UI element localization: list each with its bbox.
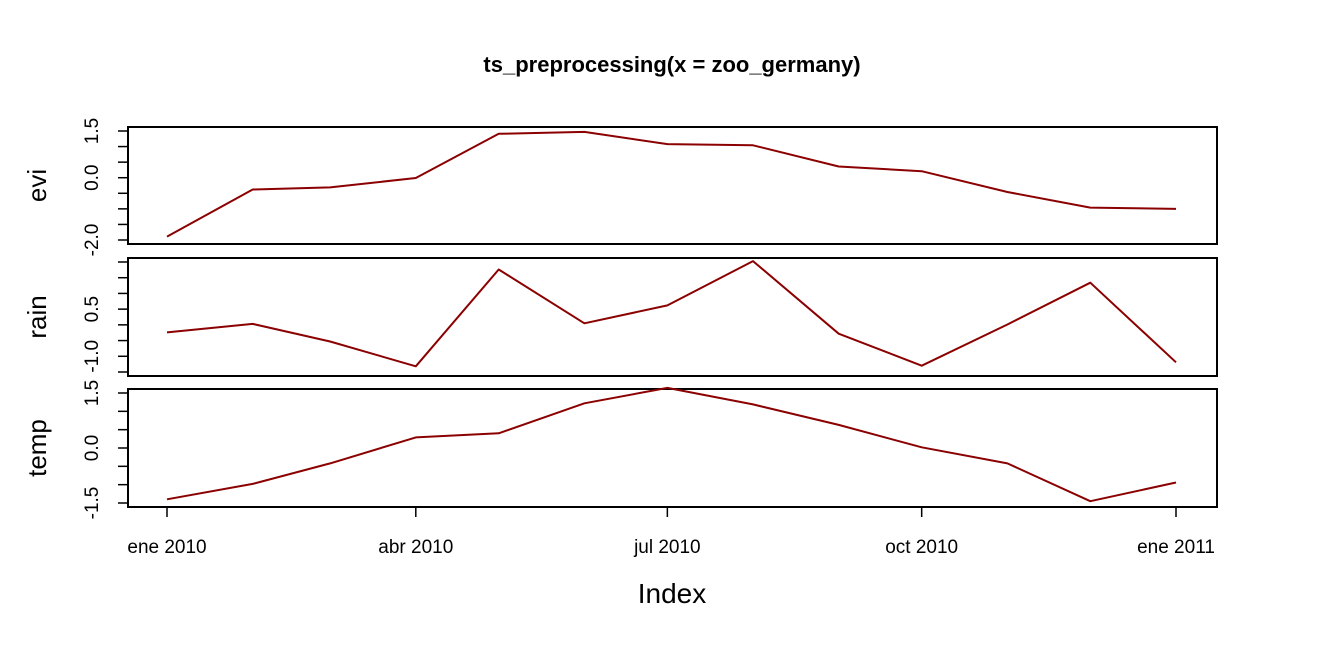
- y-tick-label-rain-1: 0.5: [82, 296, 103, 322]
- panel-frame-rain: [127, 257, 1218, 377]
- y-tick-label-temp-2: 1.5: [82, 380, 103, 406]
- panels-group: -2.0 0.0 1.5 evi -1.0 0.5 rain -1.5 0.0 1.5 temp: [22, 118, 1218, 520]
- x-tick-label-1: abr 2010: [378, 537, 453, 558]
- series-line-temp: [166, 386, 1177, 503]
- y-tick-label-temp-0: -1.5: [82, 487, 103, 520]
- y-tick-label-temp-1: 0.0: [82, 435, 103, 461]
- panel-evi: -2.0 0.0 1.5 evi: [22, 118, 1218, 257]
- y-tick-label-evi-2: 1.5: [82, 118, 103, 144]
- x-tick-label-4: ene 2011: [1137, 537, 1215, 558]
- panel-rain: -1.0 0.5 rain: [22, 257, 1218, 377]
- x-tick-label-2: jul 2010: [633, 537, 701, 558]
- panel-temp: -1.5 0.0 1.5 temp: [22, 380, 1218, 520]
- x-tick-label-0: ene 2010: [127, 537, 206, 558]
- y-tick-label-evi-1: 0.0: [82, 165, 103, 191]
- y-tick-label-evi-0: -2.0: [82, 224, 103, 257]
- y-tick-label-rain-0: -1.0: [82, 340, 103, 373]
- x-tick-label-3: oct 2010: [885, 537, 958, 558]
- panel-frame-evi: [127, 126, 1218, 245]
- chart-title: ts_preprocessing(x = zoo_germany): [483, 52, 860, 77]
- x-axis: ene 2010 abr 2010 jul 2010 oct 2010 ene 2011: [127, 507, 1215, 558]
- series-line-evi: [166, 130, 1177, 238]
- panel-label-temp: temp: [22, 419, 52, 477]
- series-line-rain: [166, 260, 1177, 368]
- panel-label-evi: evi: [22, 169, 52, 202]
- panel-label-rain: rain: [22, 295, 52, 338]
- x-axis-title: Index: [638, 578, 707, 609]
- panel-frame-temp: [127, 388, 1218, 508]
